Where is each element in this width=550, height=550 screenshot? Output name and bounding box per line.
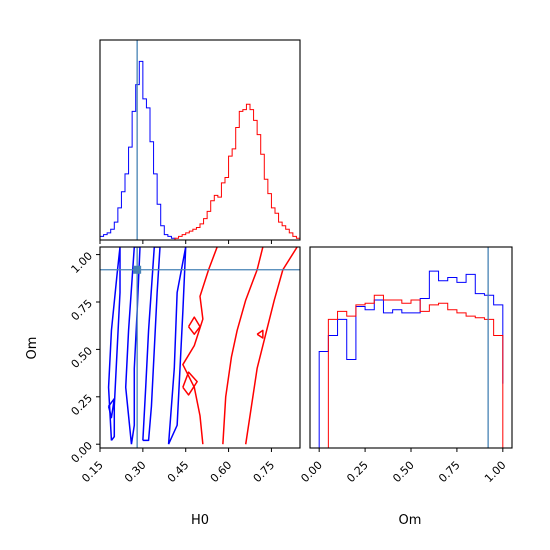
- contour-frame: [99, 246, 301, 449]
- truth-marker: [133, 265, 142, 274]
- contour-ytick-label-1: 0.25: [69, 392, 96, 419]
- om-hist-xtick-label-2: 0.50: [390, 459, 417, 486]
- contour-xtick-label-3: 0.60: [208, 459, 235, 486]
- contour-series-1-line-4: [187, 316, 201, 335]
- om-histogram-series-0: [318, 270, 504, 448]
- contour-series-1-line-5: [256, 329, 264, 339]
- om-hist-xtick-label-1: 0.25: [344, 459, 371, 486]
- contour-ytick-label-2: 0.50: [69, 344, 96, 371]
- x-axis-label-om: Om: [399, 513, 422, 528]
- om-hist-xtick-label-0: 0.00: [298, 459, 325, 486]
- contour-series-0-line-4: [107, 397, 116, 419]
- contour-series-0-line-2: [142, 247, 161, 442]
- h0-histogram-series-0: [99, 60, 300, 241]
- contour-ytick-label-4: 1.00: [69, 250, 96, 277]
- contour-series-1-line-1: [222, 247, 264, 445]
- contour-series-0-line-3: [167, 247, 187, 445]
- h0-om-contour-panel: 0.15 0.30 0.45 0.60 0.75 0.00 0.25 0.50 0.75 1.00: [69, 246, 301, 486]
- contour-ytick-label-0: 0.00: [69, 439, 96, 466]
- contour-xtick-label-0: 0.15: [79, 459, 106, 486]
- contour-ytick-label-3: 0.75: [69, 297, 96, 324]
- h0-histogram-frame: [99, 39, 301, 241]
- om-histogram-series-1: [319, 294, 504, 449]
- h0-histogram-series-1: [100, 103, 301, 241]
- contour-series-1-line-3: [182, 371, 198, 396]
- contour-series-1-line-0: [182, 247, 218, 445]
- om-hist-xtick-label-4: 1.00: [482, 459, 509, 486]
- x-axis-label-h0: H0: [191, 513, 209, 528]
- contour-xtick-label-2: 0.45: [165, 459, 192, 486]
- om-hist-xtick-label-3: 0.75: [436, 459, 463, 486]
- om-histogram-frame: [309, 246, 513, 449]
- contour-xtick-label-1: 0.30: [122, 459, 149, 486]
- h0-histogram-panel: [99, 39, 301, 244]
- contour-series-1-line-2: [244, 247, 298, 445]
- contour-xtick-label-4: 0.75: [251, 459, 278, 486]
- y-axis-label-om: Om: [25, 337, 40, 360]
- contour-series-0-line-1: [124, 247, 141, 445]
- om-histogram-panel: 0.00 0.25 0.50 0.75 1.00: [298, 246, 513, 486]
